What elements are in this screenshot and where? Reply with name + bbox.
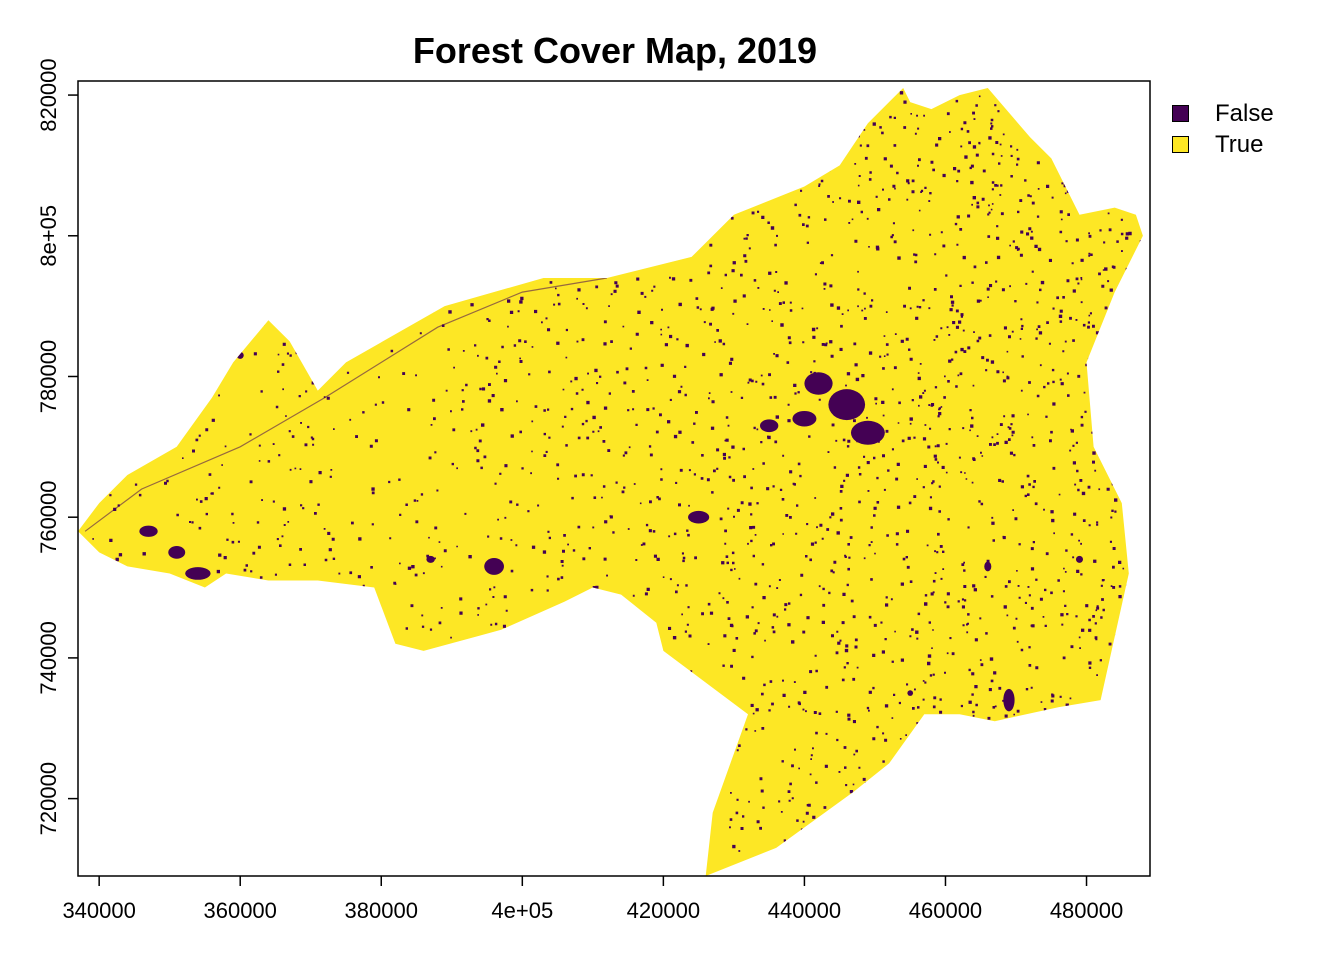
x-tick-label-3: 4e+05: [491, 898, 553, 923]
plot-frame: [77, 80, 1151, 877]
map-raster-layer: [78, 88, 1143, 876]
legend: False True: [1172, 98, 1274, 160]
x-tick-label-1: 360000: [203, 898, 276, 923]
non-forest-patch-12: [984, 561, 992, 572]
non-forest-patch-7: [185, 567, 211, 580]
non-forest-patch-5: [688, 510, 710, 524]
legend-label-true: True: [1215, 130, 1264, 158]
non-forest-patch-9: [139, 525, 158, 537]
legend-swatch-false: [1172, 105, 1189, 122]
non-forest-patch-10: [1003, 688, 1015, 712]
x-axis: 340000 360000 380000 4e+05 420000 440000 46000…: [62, 876, 1123, 923]
non-forest-patch-14: [236, 351, 244, 359]
y-tick-label-5: 820000: [36, 58, 61, 131]
y-tick-label-0: 720000: [36, 762, 61, 835]
non-forest-patch-11: [1075, 555, 1083, 563]
legend-swatch-true: [1172, 136, 1189, 153]
non-forest-patch-2: [850, 420, 885, 445]
y-tick-label-3: 780000: [36, 340, 61, 413]
y-tick-label-1: 740000: [36, 621, 61, 694]
legend-label-false: False: [1215, 99, 1274, 127]
x-tick-label-7: 480000: [1050, 898, 1123, 923]
y-tick-label-2: 760000: [36, 480, 61, 553]
legend-item-true: True: [1172, 129, 1274, 160]
non-forest-patch-6: [484, 558, 504, 575]
x-tick-label-4: 420000: [627, 898, 700, 923]
forest-area: [78, 88, 1143, 876]
non-forest-patch-15: [426, 555, 435, 563]
non-forest-patch-8: [168, 546, 186, 559]
x-tick-label-6: 460000: [909, 898, 982, 923]
non-forest-patch-13: [362, 618, 373, 627]
legend-item-false: False: [1172, 98, 1274, 129]
river-line: [84, 277, 607, 532]
non-forest-pixels: [78, 88, 1143, 876]
y-axis: 720000 740000 760000 780000 8e+05 820000: [36, 58, 78, 835]
non-forest-patch-1: [828, 389, 866, 421]
x-tick-label-0: 340000: [62, 898, 135, 923]
y-tick-label-4: 8e+05: [36, 205, 61, 267]
x-tick-label-2: 380000: [345, 898, 418, 923]
non-forest-patch-0: [804, 372, 833, 395]
x-tick-label-5: 440000: [768, 898, 841, 923]
non-forest-patch-4: [759, 419, 779, 433]
non-forest-patch-16: [907, 690, 914, 696]
non-forest-patch-3: [792, 410, 817, 427]
chart-title: Forest Cover Map, 2019: [412, 30, 818, 71]
